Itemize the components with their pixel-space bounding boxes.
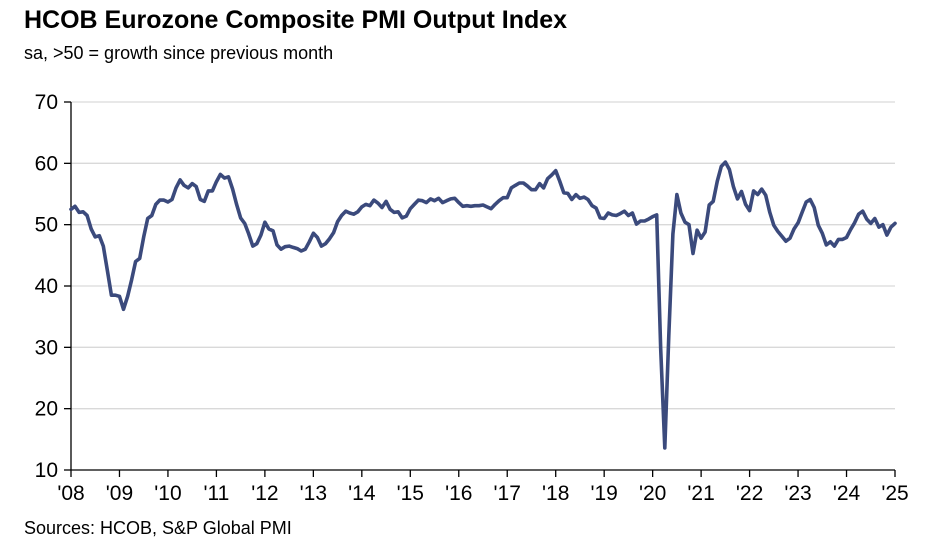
gridlines: [71, 101, 895, 410]
y-tick-label: 30: [35, 336, 58, 359]
y-tick-label: 20: [35, 398, 58, 421]
y-tick-label: 60: [35, 152, 58, 175]
x-tick-label: '11: [204, 482, 230, 505]
x-tick-label: '13: [300, 482, 327, 505]
y-tick-label: 40: [35, 275, 58, 298]
series-line: [69, 160, 897, 450]
x-tick-label: '18: [542, 482, 569, 505]
x-tick-label: '20: [639, 482, 666, 505]
y-tick-label: 10: [35, 459, 58, 482]
x-tick-label: '21: [687, 482, 714, 505]
x-tick-label: '10: [154, 482, 181, 505]
y-tick-labels: 10 20 30 40 50 60 70: [35, 91, 58, 482]
x-tick-label: '25: [881, 482, 908, 505]
source-note: Sources: HCOB, S&P Global PMI: [24, 518, 292, 538]
y-tick-label: 50: [35, 214, 58, 237]
chart-subtitle: sa, >50 = growth since previous month: [24, 43, 334, 63]
series-layer: [69, 160, 897, 450]
x-tick-label: '24: [833, 482, 861, 505]
x-tick-label: '09: [106, 482, 133, 505]
axes: [64, 101, 896, 477]
x-tick-label: '16: [445, 482, 472, 505]
x-tick-label: '17: [494, 482, 521, 505]
x-tick-label: '22: [736, 482, 763, 505]
chart-title: HCOB Eurozone Composite PMI Output Index: [24, 6, 568, 34]
y-tick-label: 70: [35, 91, 58, 114]
x-tick-label: '15: [397, 482, 424, 505]
x-tick-labels: '08 '09 '10 '11 '12 '13 '14 '15 '16 '17 '18 '19 '20 '…: [57, 482, 908, 505]
x-tick-label: '12: [251, 482, 278, 505]
x-tick-label: '23: [784, 482, 811, 505]
x-tick-label: '19: [590, 482, 617, 505]
x-tick-label: '08: [57, 482, 84, 505]
x-tick-label: '14: [348, 482, 376, 505]
